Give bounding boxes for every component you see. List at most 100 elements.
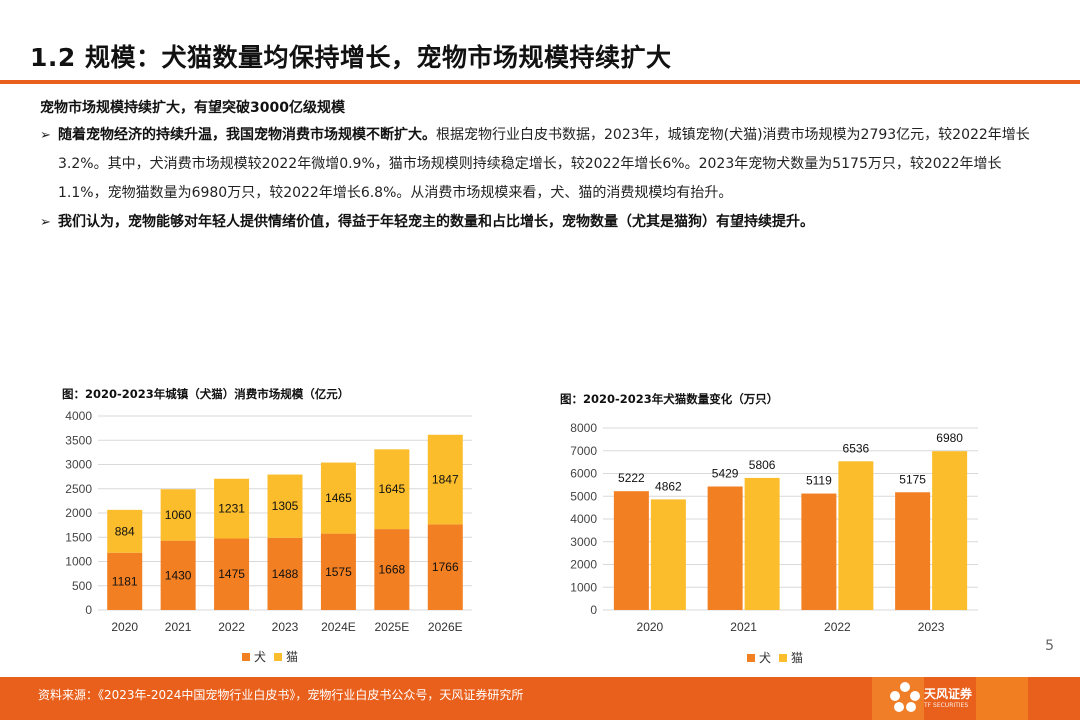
x-tick-label: 2021: [730, 620, 757, 634]
data-label: 5222: [618, 471, 645, 485]
legend-swatch-dog: [747, 654, 755, 662]
y-tick-label: 1000: [570, 580, 597, 594]
y-tick-label: 0: [85, 603, 92, 617]
bar-dog-2023: [895, 492, 931, 610]
bar-dog-2021: [160, 540, 196, 610]
data-label: 1488: [272, 567, 299, 581]
legend-label: 猫: [791, 651, 803, 665]
bar-cat-2025E: [374, 449, 410, 530]
data-label: 1575: [325, 565, 352, 579]
bar-cat-2023: [932, 451, 968, 610]
bullet-list: ➢ 随着宠物经济的持续升温，我国宠物消费市场规模不断扩大。根据宠物行业白皮书数据…: [40, 121, 1050, 237]
data-label: 1231: [218, 502, 245, 516]
data-label: 1305: [272, 499, 299, 513]
data-label: 1060: [165, 508, 192, 522]
y-tick-label: 2500: [65, 482, 92, 496]
source-note: 资料来源：《2023年-2024中国宠物行业白皮书》，宠物行业白皮书公众号，天风…: [38, 688, 524, 702]
title-divider: [0, 80, 1080, 84]
data-label: 1181: [112, 574, 138, 588]
legend-label: 犬: [759, 651, 771, 665]
x-tick-label: 2020: [637, 620, 664, 634]
bar-cat-2022: [214, 478, 250, 539]
bar-dog-2023: [267, 537, 303, 610]
x-tick-label: 2024E: [321, 620, 356, 634]
y-tick-label: 4000: [65, 409, 92, 423]
bar-dog-2026E: [427, 524, 463, 610]
bullet-1-text: 根据宠物行业白皮书数据，2023年，城镇宠物(犬猫)消费市场规模为2793亿元，…: [58, 127, 1030, 201]
x-tick-label: 2020: [111, 620, 138, 634]
chart-1-title: 图：2020-2023年城镇（犬猫）消费市场规模（亿元）: [62, 387, 350, 401]
data-label: 884: [115, 524, 135, 538]
y-tick-label: 3500: [65, 433, 92, 447]
page-title: 1.2 规模：犬猫数量均保持增长，宠物市场规模持续扩大: [30, 43, 672, 72]
bar-dog-2024E: [320, 533, 356, 610]
bar-cat-2023: [267, 474, 303, 538]
bar-cat-2024E: [320, 462, 356, 534]
chart-2-title: 图：2020-2023年犬猫数量变化（万只）: [560, 392, 779, 406]
section-subtitle: 宠物市场规模持续扩大，有望突破3000亿级规模: [40, 100, 345, 116]
x-tick-label: 2022: [824, 620, 851, 634]
arrow-bullet-icon: ➢: [40, 215, 51, 230]
bar-cat-2020: [107, 509, 143, 553]
bar-dog-2020: [613, 491, 649, 610]
x-tick-label: 2021: [165, 620, 192, 634]
y-tick-label: 1000: [65, 555, 92, 569]
bar-dog-2021: [707, 486, 743, 610]
bar-cat-2021: [744, 477, 780, 610]
data-label: 5429: [712, 466, 739, 480]
x-tick-label: 2026E: [428, 620, 463, 634]
y-tick-label: 1500: [65, 530, 92, 544]
y-tick-label: 7000: [570, 444, 597, 458]
bullet-2-text: 我们认为，宠物能够对年轻人提供情绪价值，得益于年轻宠主的数量和占比增长，宠物数量…: [58, 214, 814, 230]
bullet-1-lead: 随着宠物经济的持续升温，我国宠物消费市场规模不断扩大。: [58, 127, 436, 143]
bullet-item-1: ➢ 随着宠物经济的持续升温，我国宠物消费市场规模不断扩大。根据宠物行业白皮书数据…: [40, 121, 1050, 208]
y-tick-label: 5000: [570, 489, 597, 503]
bar-dog-2022: [801, 493, 837, 610]
legend-swatch-cat: [779, 654, 787, 662]
bar-cat-2022: [838, 461, 874, 610]
data-label: 1475: [218, 567, 245, 581]
data-label: 5119: [806, 474, 832, 488]
y-tick-label: 4000: [570, 512, 597, 526]
bullet-item-2: ➢ 我们认为，宠物能够对年轻人提供情绪价值，得益于年轻宠主的数量和占比增长，宠物…: [40, 208, 1050, 237]
bar-dog-2025E: [374, 529, 410, 610]
legend-swatch-cat: [274, 653, 282, 661]
y-tick-label: 2000: [570, 558, 597, 572]
data-label: 4862: [655, 479, 682, 493]
data-label: 6980: [936, 431, 963, 445]
y-tick-label: 0: [590, 603, 597, 617]
bar-cat-2026E: [427, 434, 463, 525]
legend-label: 猫: [286, 650, 298, 664]
company-logo: 天风证券 TF SECURITIES: [889, 682, 972, 712]
logo-name: 天风证券: [923, 687, 972, 701]
bar-dog-2022: [214, 538, 250, 610]
arrow-bullet-icon: ➢: [40, 128, 51, 143]
page-number: 5: [1045, 638, 1054, 654]
bar-dog-2020: [107, 552, 143, 610]
data-label: 5175: [899, 472, 926, 486]
data-label: 1847: [432, 473, 459, 487]
data-label: 1766: [432, 560, 459, 574]
data-label: 1465: [325, 491, 352, 505]
x-tick-label: 2023: [918, 620, 945, 634]
x-tick-label: 2025E: [375, 620, 410, 634]
x-tick-label: 2023: [272, 620, 299, 634]
bar-cat-2020: [650, 499, 686, 610]
bar-cat-2021: [160, 489, 196, 541]
data-label: 1668: [379, 563, 406, 577]
legend-swatch-dog: [242, 653, 250, 661]
y-tick-label: 3000: [570, 535, 597, 549]
flower-logo-icon: [889, 682, 920, 712]
y-tick-label: 3000: [65, 458, 92, 472]
y-tick-label: 6000: [570, 467, 597, 481]
y-tick-label: 500: [72, 579, 92, 593]
y-tick-label: 2000: [65, 506, 92, 520]
data-label: 5806: [749, 458, 776, 472]
data-label: 1645: [379, 482, 406, 496]
y-tick-label: 8000: [570, 421, 597, 435]
data-label: 6536: [843, 441, 870, 455]
data-label: 1430: [165, 568, 192, 582]
logo-subtitle: TF SECURITIES: [923, 702, 969, 709]
footer-decoration: [820, 677, 1080, 720]
